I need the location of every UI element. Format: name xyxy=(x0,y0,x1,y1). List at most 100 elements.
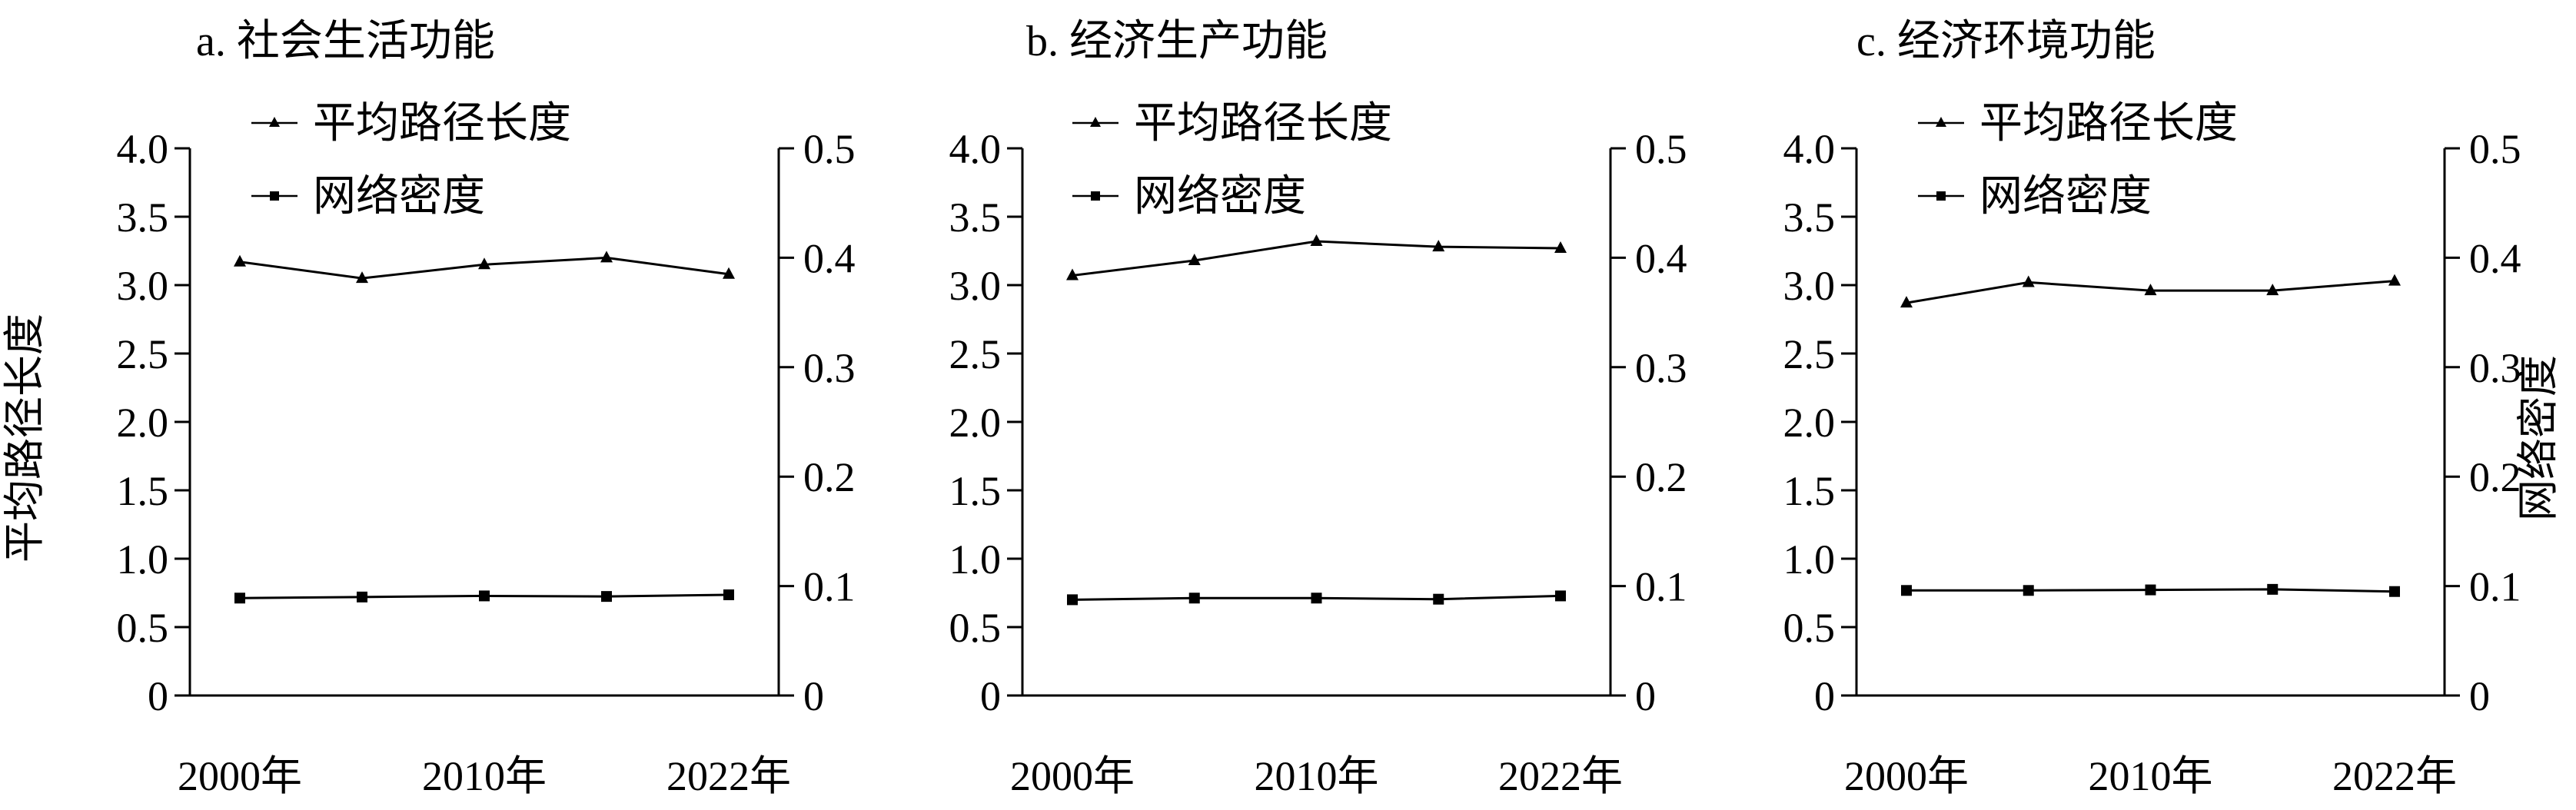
left-tick-label: 2.0 xyxy=(1783,400,1836,446)
chart-title: a. 社会生活功能 xyxy=(196,18,495,65)
right-tick-label: 0.4 xyxy=(2469,235,2521,281)
density-point xyxy=(1433,593,1444,605)
left-tick-label: 4.0 xyxy=(949,126,1002,172)
left-tick-label: 2.0 xyxy=(117,400,169,446)
legend-entry: 网络密度 xyxy=(251,173,485,221)
left-tick-label: 3.0 xyxy=(1783,263,1836,309)
chart-panel-1: a. 社会生活功能 0 0.5 1.0 1.5 2.0 2.5 3.0 3.5 4.0 0 0.1 0.… xyxy=(117,18,856,799)
x-tick-label: 2022年 xyxy=(2332,753,2457,799)
legend-entry: 网络密度 xyxy=(1918,173,2152,221)
path-length-point xyxy=(2266,284,2279,296)
legend-square-marker xyxy=(270,191,279,201)
x-tick-label: 2000年 xyxy=(1844,753,1969,799)
left-tick-label: 3.5 xyxy=(949,194,1002,241)
density-point xyxy=(1901,585,1912,596)
density-point xyxy=(357,591,367,603)
left-tick-label: 1.5 xyxy=(949,468,1002,514)
path-length-point xyxy=(1554,241,1567,253)
left-tick-label: 3.5 xyxy=(1783,194,1836,241)
density-point xyxy=(234,593,245,604)
x-tick-label: 2010年 xyxy=(1255,753,1379,799)
y-right-axis-label: 网络密度 xyxy=(2515,355,2561,521)
left-tick-label: 0.5 xyxy=(117,605,169,651)
left-tick-label: 1.0 xyxy=(117,536,169,583)
density-point xyxy=(1188,593,1200,604)
right-tick-label: 0.1 xyxy=(803,564,856,610)
legend-entry: 平均路径长度 xyxy=(1918,100,2238,148)
legend-label: 网络密度 xyxy=(313,173,485,221)
right-tick-label: 0.4 xyxy=(1635,235,1687,281)
legend-label: 网络密度 xyxy=(1134,173,1306,221)
left-tick-label: 0.5 xyxy=(1783,605,1836,651)
path-length-point xyxy=(1188,253,1201,265)
left-tick-label: 1.0 xyxy=(949,536,1002,583)
chart-panel-2: b. 经济生产功能 0 0.5 1.0 1.5 2.0 2.5 3.0 3.5 4.0 0 0.1 0.… xyxy=(949,18,1687,799)
left-tick-label: 1.5 xyxy=(117,468,169,514)
density-point xyxy=(1311,593,1322,604)
legend-label: 平均路径长度 xyxy=(313,100,571,148)
right-tick-label: 0.5 xyxy=(1635,126,1687,172)
left-tick-label: 4.0 xyxy=(1783,126,1836,172)
path-length-point xyxy=(1900,296,1913,308)
legend-triangle-marker xyxy=(1090,117,1101,127)
path-length-point xyxy=(723,267,735,279)
left-tick-label: 2.5 xyxy=(949,331,1002,377)
right-tick-label: 0.1 xyxy=(2469,564,2521,610)
left-tick-label: 2.0 xyxy=(949,400,1002,446)
x-tick-label: 2000年 xyxy=(1010,753,1135,799)
x-tick-label: 2022年 xyxy=(1498,753,1623,799)
path-length-point xyxy=(1432,240,1445,252)
right-tick-label: 0.1 xyxy=(1635,564,1687,610)
path-length-point xyxy=(234,254,246,267)
legend-triangle-marker xyxy=(1936,117,1946,127)
legend-square-marker xyxy=(1936,191,1946,201)
right-tick-label: 0 xyxy=(2469,673,2490,719)
x-tick-label: 2000年 xyxy=(178,753,302,799)
chart-panels: a. 社会生活功能 0 0.5 1.0 1.5 2.0 2.5 3.0 3.5 4.0 0 0.1 0.… xyxy=(117,18,2521,799)
legend-entry: 平均路径长度 xyxy=(251,100,571,148)
density-point xyxy=(1067,594,1078,606)
x-tick-label: 2022年 xyxy=(666,753,791,799)
legend-entry: 平均路径长度 xyxy=(1072,100,1392,148)
density-point xyxy=(2267,583,2279,595)
x-tick-label: 2010年 xyxy=(422,753,547,799)
right-tick-label: 0.5 xyxy=(2469,126,2521,172)
path-length-point xyxy=(1310,234,1323,247)
left-tick-label: 0 xyxy=(1814,673,1835,719)
legend-label: 平均路径长度 xyxy=(1979,100,2238,148)
density-point xyxy=(2145,584,2156,596)
left-tick-label: 0.5 xyxy=(949,605,1002,651)
left-tick-label: 2.5 xyxy=(1783,331,1836,377)
right-tick-label: 0.3 xyxy=(1635,345,1687,391)
path-length-line xyxy=(1072,240,1561,277)
right-tick-label: 0.3 xyxy=(2469,345,2521,391)
legend-square-marker xyxy=(1091,191,1100,201)
right-tick-label: 0.3 xyxy=(803,345,856,391)
right-tick-label: 0 xyxy=(1635,673,1656,719)
left-tick-label: 4.0 xyxy=(117,126,169,172)
path-length-point xyxy=(356,271,368,284)
chart-title: b. 经济生产功能 xyxy=(1026,18,1328,65)
left-tick-label: 0 xyxy=(980,673,1001,719)
path-length-point xyxy=(2388,274,2401,286)
y-left-axis-label: 平均路径长度 xyxy=(2,314,48,563)
path-length-point xyxy=(600,251,613,263)
density-point xyxy=(479,590,490,602)
chart-title: c. 经济环境功能 xyxy=(1856,18,2156,65)
density-point xyxy=(723,589,734,600)
legend-triangle-marker xyxy=(269,117,280,127)
right-tick-label: 0.5 xyxy=(803,126,856,172)
left-tick-label: 3.0 xyxy=(949,263,1002,309)
legend-entry: 网络密度 xyxy=(1072,173,1306,221)
chart-panel-3: c. 经济环境功能 0 0.5 1.0 1.5 2.0 2.5 3.0 3.5 4.0 0 0.1 0.… xyxy=(1783,18,2521,799)
left-tick-label: 1.0 xyxy=(1783,536,1836,583)
x-tick-label: 2010年 xyxy=(2089,753,2213,799)
path-length-point xyxy=(2144,284,2157,296)
left-tick-label: 3.0 xyxy=(117,263,169,309)
path-length-point xyxy=(2022,275,2035,287)
right-tick-label: 0.4 xyxy=(803,235,856,281)
density-point xyxy=(2023,585,2034,596)
density-point xyxy=(601,591,612,603)
right-tick-label: 0.2 xyxy=(1635,454,1687,500)
